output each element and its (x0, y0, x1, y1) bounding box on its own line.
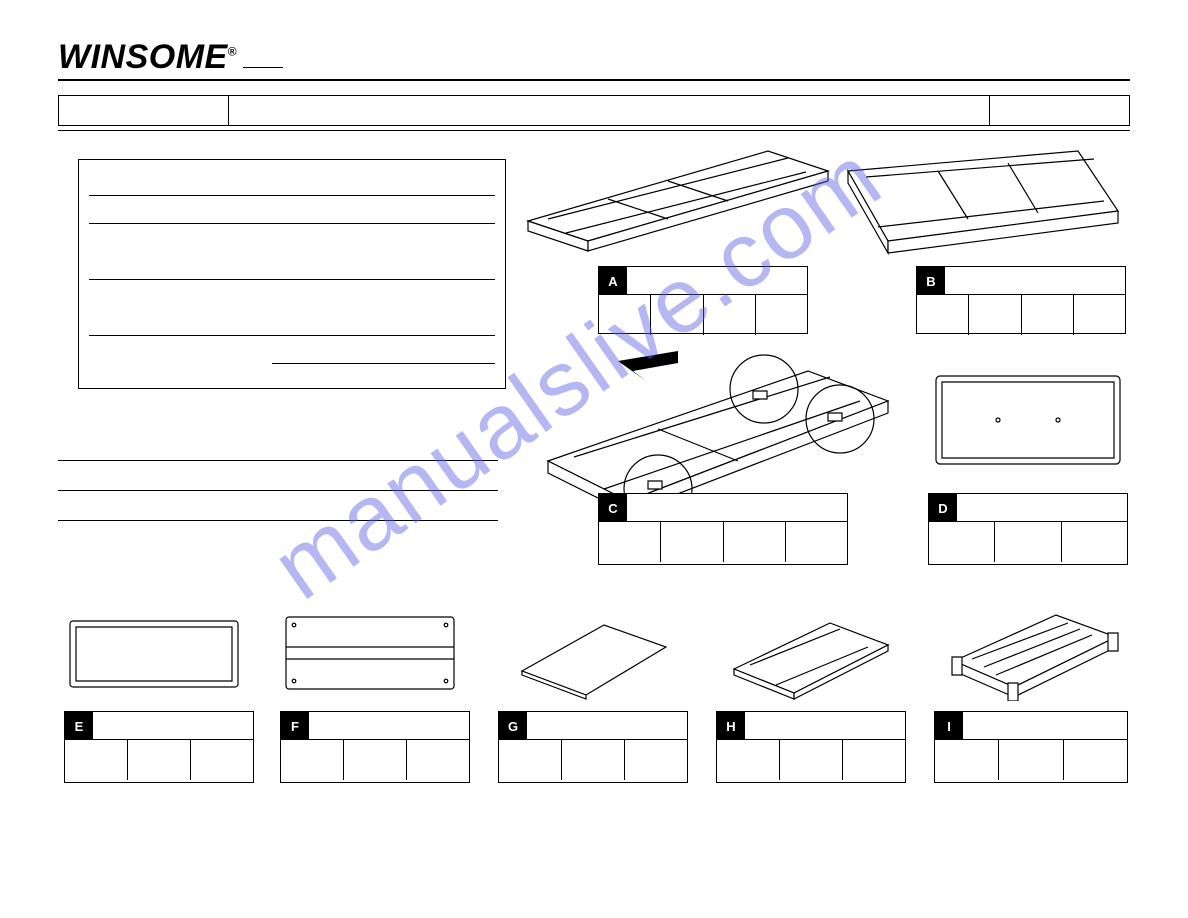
part-key: D (929, 494, 957, 522)
part-key: E (65, 712, 93, 740)
part-cell (625, 740, 687, 780)
warning-line (89, 312, 495, 336)
rule-top (58, 79, 1130, 81)
part-card-A: A (598, 266, 808, 334)
part-cell (499, 740, 562, 780)
part-cell (724, 522, 786, 562)
part-G-illustration (508, 611, 678, 701)
part-cell (756, 295, 807, 335)
part-cell (786, 522, 847, 562)
brand-text: WINSOME (58, 38, 228, 76)
content: A B (58, 131, 1130, 851)
part-E-illustration (64, 611, 244, 701)
part-B-illustration (838, 141, 1128, 271)
part-title (527, 712, 687, 740)
part-cell (917, 295, 969, 335)
part-cell (1064, 740, 1127, 780)
part-key: H (717, 712, 745, 740)
part-card-B: B (916, 266, 1126, 334)
part-key: A (599, 267, 627, 295)
desc-line (58, 461, 498, 491)
part-cell (65, 740, 128, 780)
part-cell (1074, 295, 1125, 335)
part-cell (599, 295, 651, 335)
page: WINSOME® (58, 38, 1130, 880)
part-cell (661, 522, 723, 562)
brand-row: WINSOME® (58, 38, 1130, 77)
part-cell (651, 295, 703, 335)
warning-line (89, 256, 495, 280)
brand-logo: WINSOME® (58, 38, 237, 77)
part-cell (599, 522, 661, 562)
part-key: I (935, 712, 963, 740)
desc-line (58, 491, 498, 521)
part-card-G: G (498, 711, 688, 783)
part-title (627, 494, 847, 522)
part-cell (843, 740, 905, 780)
part-F-illustration (280, 609, 460, 701)
part-cell (562, 740, 625, 780)
warning-line (89, 200, 495, 224)
part-card-F: F (280, 711, 470, 783)
part-title (963, 712, 1127, 740)
part-key: G (499, 712, 527, 740)
part-card-H: H (716, 711, 906, 783)
part-key: B (917, 267, 945, 295)
part-card-C: C (598, 493, 848, 565)
part-title (745, 712, 905, 740)
part-cell (717, 740, 780, 780)
part-cell (1022, 295, 1074, 335)
part-H-illustration (720, 609, 900, 701)
part-cell (995, 522, 1061, 562)
header-cell-1 (59, 96, 229, 126)
part-cell (999, 740, 1063, 780)
part-D-illustration (928, 366, 1128, 476)
part-cell (780, 740, 843, 780)
description-lines (58, 431, 498, 521)
part-key: C (599, 494, 627, 522)
part-title (945, 267, 1125, 295)
part-title (93, 712, 253, 740)
part-cell (969, 295, 1021, 335)
warning-gap (89, 280, 495, 308)
part-cell (191, 740, 253, 780)
part-cell (407, 740, 469, 780)
part-cell (128, 740, 191, 780)
header-cell-2 (229, 96, 990, 126)
part-cell (704, 295, 756, 335)
part-card-I: I (934, 711, 1128, 783)
desc-line (58, 431, 498, 461)
part-cell (1062, 522, 1127, 562)
part-A-illustration (518, 141, 838, 271)
part-cell (281, 740, 344, 780)
header-cell-3 (990, 96, 1130, 126)
part-title (309, 712, 469, 740)
brand-underline (243, 67, 283, 68)
part-cell (935, 740, 999, 780)
part-title (627, 267, 807, 295)
part-title (957, 494, 1127, 522)
header-table (58, 95, 1130, 126)
brand-mark: ® (228, 45, 237, 59)
warning-line (89, 172, 495, 196)
part-key: F (281, 712, 309, 740)
warning-gap (89, 224, 495, 252)
part-I-illustration (938, 603, 1128, 701)
part-cell (344, 740, 407, 780)
part-card-E: E (64, 711, 254, 783)
part-cell (929, 522, 995, 562)
warning-box (78, 159, 506, 389)
warning-line (272, 340, 495, 364)
part-card-D: D (928, 493, 1128, 565)
